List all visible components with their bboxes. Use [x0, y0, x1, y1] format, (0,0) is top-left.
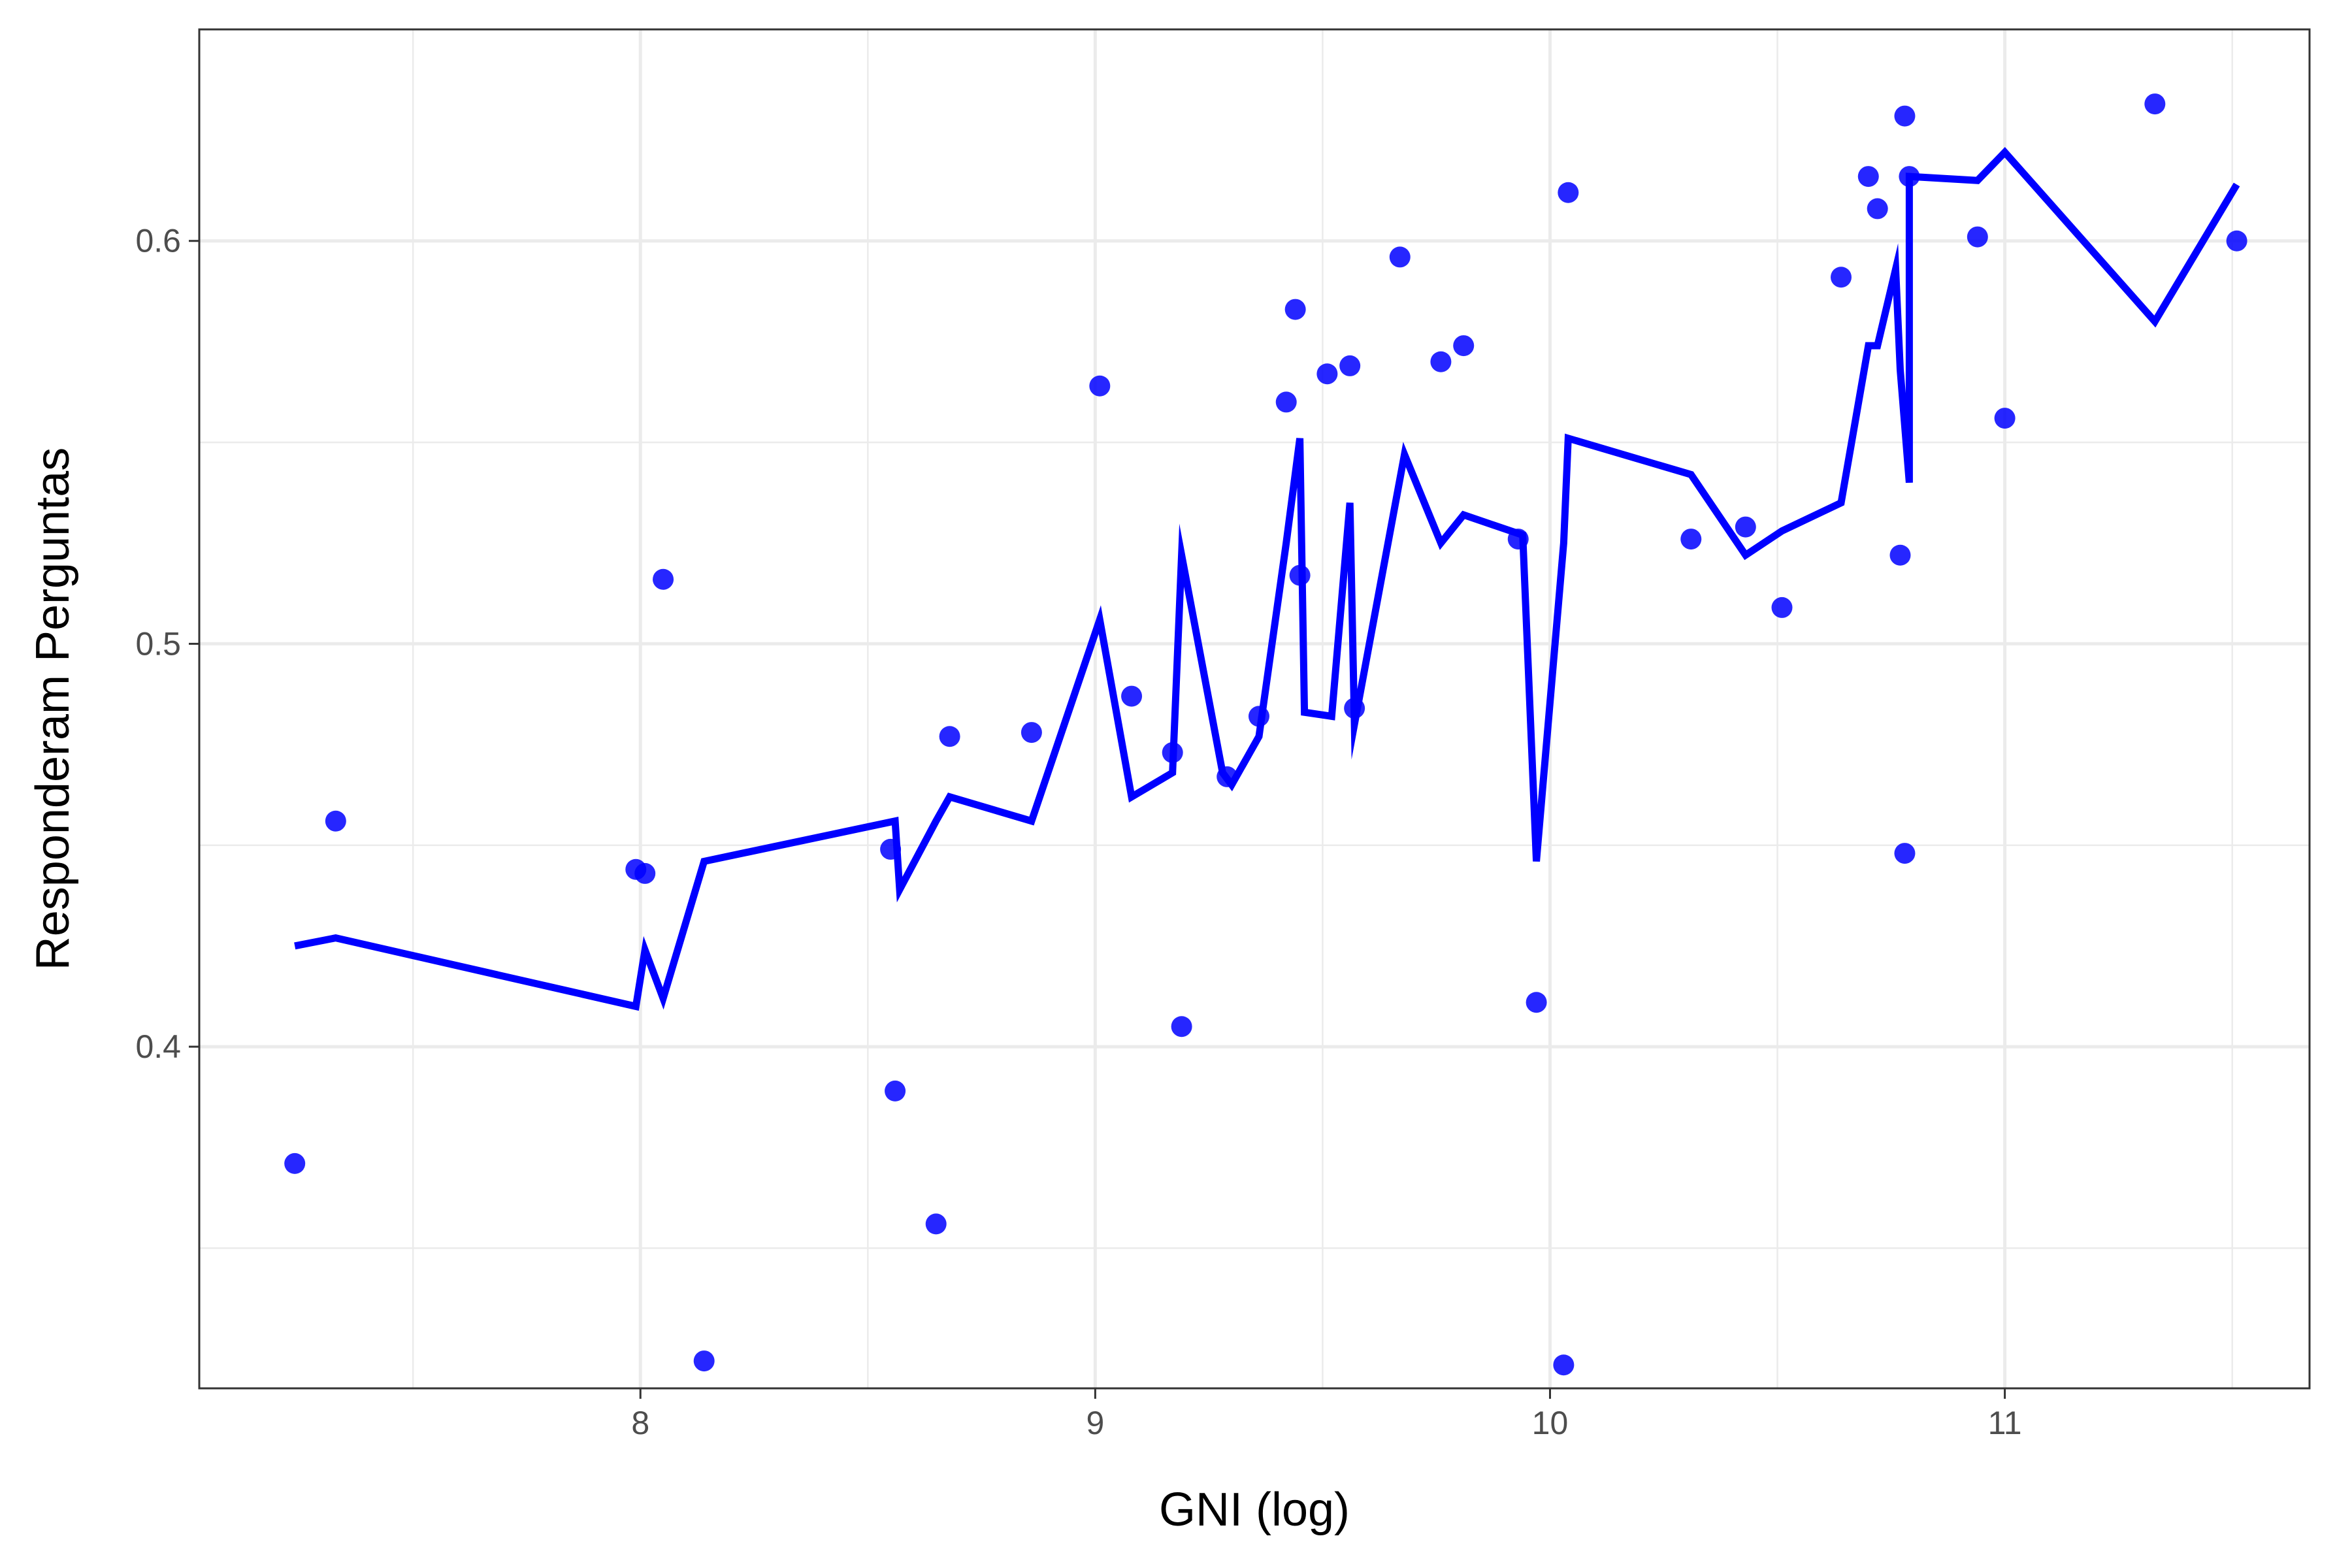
x-tick-label-3: 11 — [1988, 1405, 2022, 1441]
data-point-33 — [1830, 267, 1852, 288]
data-point-12 — [1121, 685, 1143, 707]
data-point-22 — [1344, 698, 1365, 719]
data-point-16 — [1248, 706, 1269, 727]
panel-border — [198, 28, 2311, 1390]
data-point-9 — [939, 726, 960, 747]
data-point-43 — [2226, 230, 2247, 252]
data-point-30 — [1680, 529, 1702, 550]
x-axis: 8 9 10 11 — [631, 1388, 2022, 1441]
data-point-8 — [925, 1213, 947, 1235]
trend-line — [294, 147, 2240, 1011]
data-point-11 — [1089, 375, 1111, 397]
data-point-40 — [1967, 226, 1988, 248]
data-point-7 — [885, 1080, 906, 1102]
data-point-19 — [1289, 564, 1311, 586]
y-tick-label-0: 0.4 — [135, 1028, 181, 1065]
x-axis-title: GNI (log) — [1159, 1484, 1350, 1536]
data-point-24 — [1430, 351, 1452, 372]
y-tick-label-2: 0.6 — [135, 223, 181, 259]
x-tick-label-1: 9 — [1086, 1405, 1104, 1441]
data-point-20 — [1316, 363, 1338, 385]
data-point-28 — [1553, 1354, 1575, 1376]
data-point-37 — [1894, 843, 1916, 864]
data-point-10 — [1021, 722, 1042, 743]
data-point-15 — [1217, 766, 1238, 787]
data-point-25 — [1453, 335, 1475, 357]
data-point-34 — [1857, 166, 1879, 188]
data-point-36 — [1889, 544, 1911, 566]
data-point-0 — [284, 1152, 306, 1174]
data-point-1 — [325, 810, 346, 832]
data-point-5 — [693, 1350, 715, 1372]
data-point-17 — [1275, 391, 1297, 413]
y-axis: 0.4 0.5 0.6 — [135, 223, 199, 1065]
y-tick-label-1: 0.5 — [135, 625, 181, 662]
data-point-14 — [1171, 1016, 1192, 1037]
y-axis-title: Responderam Perguntas — [27, 448, 79, 970]
data-point-27 — [1526, 992, 1547, 1013]
data-point-41 — [1994, 408, 2016, 429]
grid-minor — [199, 29, 2310, 1388]
data-point-26 — [1507, 529, 1529, 550]
data-point-6 — [880, 838, 902, 860]
series-line-group — [294, 147, 2240, 1011]
series-points-group — [284, 93, 2247, 1376]
data-point-4 — [653, 568, 674, 590]
data-point-18 — [1284, 299, 1306, 320]
data-point-31 — [1735, 516, 1756, 538]
data-point-42 — [2144, 93, 2166, 115]
x-tick-label-0: 8 — [631, 1405, 649, 1441]
data-point-38 — [1894, 105, 1916, 127]
data-point-3 — [634, 862, 656, 884]
x-tick-label-2: 10 — [1532, 1405, 1569, 1441]
data-point-39 — [1899, 166, 1920, 188]
data-point-32 — [1771, 596, 1793, 618]
data-point-21 — [1339, 355, 1361, 376]
data-point-29 — [1558, 182, 1579, 203]
data-point-13 — [1162, 742, 1183, 763]
data-point-23 — [1389, 246, 1411, 268]
data-point-35 — [1867, 198, 1888, 220]
